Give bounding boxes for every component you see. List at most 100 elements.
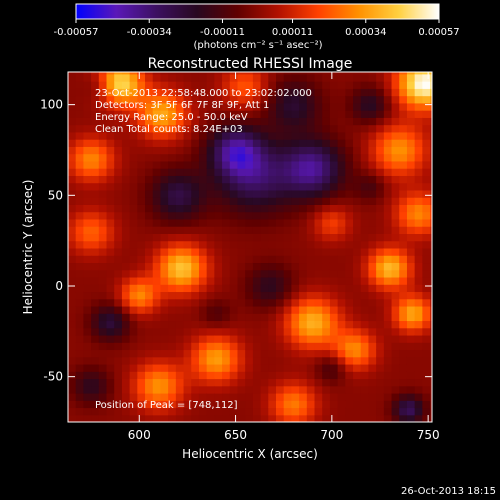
heatmap-cell: [121, 392, 131, 401]
heatmap-cell: [68, 342, 77, 351]
heatmap-cell: [260, 305, 269, 314]
heatmap-cell: [268, 269, 277, 278]
heatmap-cell: [337, 72, 346, 75]
heatmap-cell: [121, 262, 131, 271]
heatmap-cell: [106, 73, 115, 82]
heatmap-cell: [391, 81, 400, 89]
heatmap-cell: [152, 218, 162, 227]
heatmap-cell: [376, 95, 385, 104]
heatmap-cell: [75, 255, 85, 264]
heatmap-cell: [252, 88, 262, 97]
heatmap-cell: [121, 88, 131, 97]
heatmap-cell: [237, 139, 246, 147]
heatmap-cell: [406, 327, 416, 336]
heatmap-cell: [406, 276, 416, 285]
heatmap-cell: [75, 226, 85, 234]
heatmap-cell: [306, 72, 316, 75]
heatmap-cell: [206, 211, 215, 220]
heatmap-cell: [360, 124, 370, 133]
heatmap-cell: [145, 400, 154, 409]
heatmap-cell: [414, 385, 423, 394]
heatmap-cell: [222, 95, 231, 104]
heatmap-cell: [68, 320, 77, 329]
heatmap-cell: [291, 110, 300, 118]
heatmap-cell: [345, 349, 354, 358]
heatmap-cell: [345, 284, 354, 293]
heatmap-cell: [268, 110, 277, 118]
heatmap-cell: [214, 414, 223, 422]
heatmap-cell: [399, 226, 408, 234]
heatmap-cell: [168, 182, 177, 191]
heatmap-cell: [376, 168, 385, 176]
heatmap-cell: [137, 327, 146, 336]
heatmap-cell: [114, 124, 123, 133]
heatmap-cell: [222, 400, 231, 409]
heatmap-cell: [276, 262, 285, 271]
heatmap-cell: [222, 342, 231, 351]
heatmap-cell: [406, 189, 416, 198]
heatmap-cell: [114, 139, 123, 147]
heatmap-cell: [314, 240, 323, 249]
heatmap-cell: [75, 131, 85, 140]
heatmap-cell: [145, 189, 154, 198]
heatmap-cell: [368, 320, 377, 329]
heatmap-cell: [414, 349, 423, 358]
heatmap-cell: [345, 414, 354, 422]
heatmap-cell: [160, 204, 169, 213]
heatmap-cell: [291, 276, 300, 285]
heatmap-cell: [175, 342, 185, 351]
heatmap-cell: [175, 400, 185, 409]
heatmap-cell: [314, 233, 323, 242]
heatmap-cell: [114, 262, 123, 271]
heatmap-cell: [191, 153, 200, 162]
heatmap-cell: [291, 102, 300, 111]
heatmap-cell: [129, 349, 138, 358]
heatmap-cell: [276, 349, 285, 358]
heatmap-cell: [329, 255, 339, 264]
heatmap-cell: [268, 414, 277, 422]
heatmap-cell: [399, 320, 408, 329]
heatmap-cell: [391, 371, 400, 380]
heatmap-cell: [306, 392, 316, 401]
heatmap-cell: [337, 124, 346, 133]
heatmap-cell: [214, 168, 223, 176]
heatmap-cell: [245, 124, 254, 133]
heatmap-cell: [299, 197, 308, 205]
heatmap-cell: [106, 139, 115, 147]
heatmap-cell: [391, 182, 400, 191]
heatmap-cell: [368, 240, 377, 249]
heatmap-cell: [322, 414, 331, 422]
heatmap-cell: [91, 211, 100, 220]
heatmap-cell: [430, 269, 432, 278]
heatmap-cell: [329, 334, 339, 343]
heatmap-cell: [222, 211, 231, 220]
heatmap-cell: [422, 276, 431, 285]
heatmap-cell: [391, 197, 400, 205]
heatmap-cell: [121, 407, 131, 416]
heatmap-cell: [268, 139, 277, 147]
heatmap-cell: [83, 255, 92, 264]
heatmap-cell: [229, 356, 239, 365]
heatmap-cell: [129, 168, 138, 176]
heatmap-cell: [360, 131, 370, 140]
heatmap-cell: [414, 168, 423, 176]
heatmap-cell: [83, 378, 92, 387]
heatmap-cell: [160, 313, 169, 322]
heatmap-cell: [91, 175, 100, 184]
heatmap-cell: [414, 124, 423, 133]
heatmap-cell: [245, 197, 254, 205]
heatmap-cell: [198, 160, 208, 169]
heatmap-cell: [414, 182, 423, 191]
heatmap-cell: [399, 131, 408, 140]
heatmap-cell: [322, 81, 331, 89]
heatmap-cell: [129, 305, 138, 314]
heatmap-cell: [329, 72, 339, 75]
heatmap-cell: [430, 81, 432, 89]
y-axis-label: Heliocentric Y (arcsec): [21, 180, 35, 315]
heatmap-cell: [391, 73, 400, 82]
heatmap-cell: [91, 110, 100, 118]
heatmap-cell: [183, 72, 192, 75]
heatmap-cell: [368, 131, 377, 140]
heatmap-cell: [152, 146, 162, 155]
